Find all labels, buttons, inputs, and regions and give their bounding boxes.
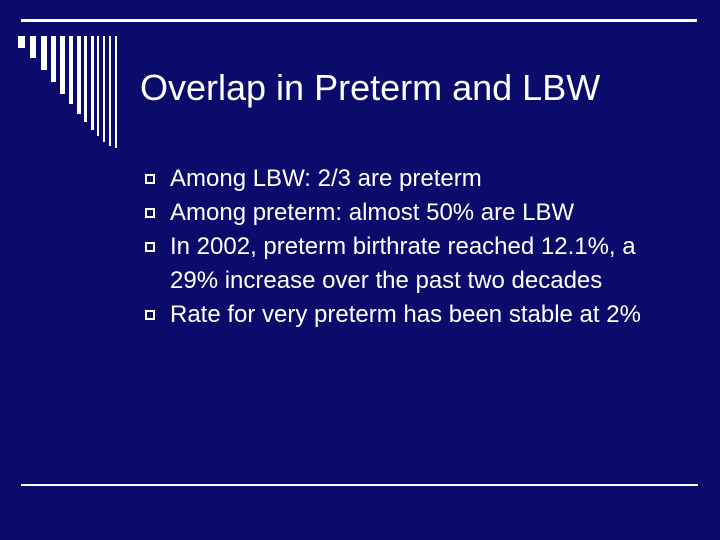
decorative-bar — [30, 36, 36, 58]
decorative-bar — [91, 36, 94, 130]
bottom-rule — [21, 484, 698, 486]
bullet-text: Among preterm: almost 50% are LBW — [170, 199, 575, 226]
hollow-square-icon — [145, 174, 155, 184]
bullet-list: Among LBW: 2/3 are preterm Among preterm… — [145, 162, 685, 332]
bullet-item: Among preterm: almost 50% are LBW — [145, 196, 685, 230]
decorative-vertical-bars — [18, 36, 138, 148]
bullet-text: Rate for very preterm has been stable at… — [170, 301, 641, 328]
hollow-square-icon — [145, 242, 155, 252]
bullet-item: Rate for very preterm has been stable at… — [145, 298, 685, 332]
decorative-bar — [103, 36, 105, 142]
decorative-bar — [41, 36, 47, 70]
bullet-item: Among LBW: 2/3 are preterm — [145, 162, 685, 196]
decorative-bar — [84, 36, 87, 122]
bullet-item: In 2002, preterm birthrate reached 12.1%… — [145, 230, 685, 298]
decorative-bar — [115, 36, 117, 148]
bullet-text: In 2002, preterm birthrate reached 12.1%… — [170, 233, 636, 294]
decorative-bar — [51, 36, 56, 82]
decorative-bar — [69, 36, 73, 104]
decorative-bar — [97, 36, 99, 136]
top-rule — [21, 19, 697, 22]
slide-title: Overlap in Preterm and LBW — [140, 67, 601, 108]
decorative-bar — [109, 36, 111, 146]
bullet-text: Among LBW: 2/3 are preterm — [170, 165, 482, 192]
hollow-square-icon — [145, 310, 155, 320]
decorative-bar — [77, 36, 81, 114]
hollow-square-icon — [145, 208, 155, 218]
decorative-bar — [60, 36, 65, 94]
decorative-bar — [18, 36, 25, 48]
